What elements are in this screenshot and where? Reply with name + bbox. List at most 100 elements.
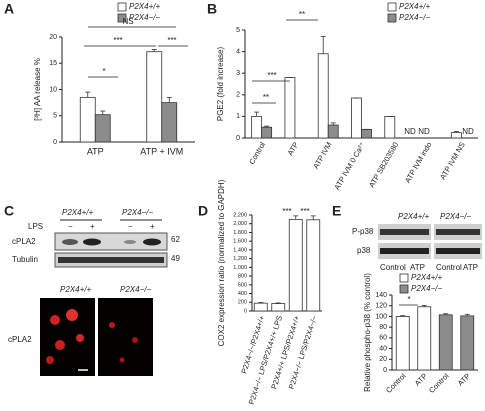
micrograph [98, 298, 153, 376]
lane-label: ATP [410, 263, 425, 272]
legend-label: P2X4+/+ [399, 2, 430, 11]
legend-label: P2X4−/− [129, 13, 160, 22]
x-tick-label: ATP [286, 140, 301, 157]
y-tick-label: 20 [379, 356, 387, 363]
lane-label: ATP [463, 263, 478, 272]
panel-label: B [207, 1, 217, 17]
y-tick-label: 0 [53, 139, 57, 146]
y-tick-label: 100 [375, 313, 387, 320]
annotation: ** [263, 93, 269, 102]
annotation: * [102, 67, 105, 76]
y-tick-label: 400 [238, 291, 247, 297]
y-tick-label: 4 [236, 48, 240, 55]
annotation: NS [122, 17, 133, 26]
bar [438, 314, 453, 371]
band-label: P-p38 [352, 227, 374, 236]
bar [351, 97, 362, 139]
legend-swatch [399, 284, 409, 294]
bar [284, 77, 296, 139]
band-label: p38 [357, 246, 371, 255]
bar [417, 306, 432, 371]
cell [119, 357, 125, 363]
bar [161, 102, 178, 143]
legend-label: P2X4−/− [411, 284, 442, 293]
panel-label: A [4, 1, 14, 17]
micrograph [40, 298, 95, 376]
y-tick-label: 40 [379, 345, 387, 352]
bar [361, 128, 372, 139]
y-tick-label: 200 [238, 300, 247, 306]
y-tick-label: 140 [375, 292, 387, 299]
lane-label: Control [436, 263, 462, 272]
y-tick-label: 0 [244, 308, 247, 314]
y-tick-label: 3 [236, 70, 240, 77]
lane-label: + [150, 222, 155, 231]
legend-swatch [387, 2, 397, 12]
bar [271, 303, 286, 312]
annotation: *** [282, 207, 291, 216]
image-label: P2X4+/+ [60, 285, 91, 294]
legend-swatch [117, 13, 127, 23]
bar [384, 116, 396, 139]
x-tick-label: ATP + IVM [140, 146, 183, 156]
x-tick-label: Control [247, 140, 267, 166]
annotation: ND [462, 127, 474, 136]
bar [288, 218, 303, 312]
band [143, 238, 161, 246]
y-tick-label: 0 [236, 135, 240, 142]
blot [54, 232, 168, 251]
legend-label: P2X4+/+ [411, 273, 442, 282]
bar [251, 116, 263, 139]
y-tick-label: 2,200 [233, 212, 247, 218]
band [380, 248, 429, 254]
bar [253, 302, 268, 312]
cell [46, 356, 54, 364]
legend-swatch [399, 273, 409, 283]
bar [146, 51, 163, 143]
genotype-label: P2X4+/+ [398, 212, 429, 221]
y-tick-label: 10 [49, 86, 57, 93]
cell [50, 315, 60, 325]
annotation: * [407, 295, 410, 304]
annotation: ** [299, 10, 305, 19]
band [83, 238, 101, 246]
y-tick-label: 1,600 [233, 239, 247, 245]
y-tick-label: 1,800 [233, 230, 247, 236]
y-tick-label: 2,000 [233, 221, 247, 227]
bar [306, 219, 321, 312]
legend-label: P2X4−/− [399, 13, 430, 22]
band [124, 240, 136, 244]
cell [66, 309, 78, 321]
band [380, 229, 429, 235]
image-label: P2X4−/− [120, 285, 151, 294]
panel-label: C [4, 203, 14, 219]
legend-swatch [117, 2, 127, 12]
x-tick-label: ATP [413, 371, 429, 387]
bar [79, 96, 96, 143]
band-label: Tubulin [12, 255, 38, 264]
y-tick-label: 600 [238, 282, 247, 288]
band [62, 239, 78, 245]
annotation: *** [300, 207, 309, 216]
cell [109, 322, 115, 328]
marker-label: 62 [171, 235, 180, 244]
band [436, 229, 480, 235]
genotype-label: P2X4−/− [440, 212, 471, 221]
y-tick-label: 5 [236, 27, 240, 34]
x-tick-label: Control [384, 371, 408, 395]
y-axis-label: [³H] AA release % [33, 58, 42, 121]
annotation: ND [418, 127, 430, 136]
bar [327, 124, 339, 139]
annotation: *** [113, 36, 122, 45]
bar [317, 53, 329, 139]
treatment-label: LPS [28, 222, 43, 231]
image-label: cPLA2 [8, 335, 32, 344]
y-tick-label: 2 [236, 92, 240, 99]
bar [450, 132, 462, 139]
y-tick-label: 15 [49, 60, 57, 67]
band-label: cPLA2 [12, 237, 36, 246]
y-tick-label: 120 [375, 303, 387, 310]
y-tick-label: 0 [383, 367, 387, 374]
x-tick-label: ATP IVM NS [438, 140, 467, 181]
x-tick-label: Control [427, 371, 451, 395]
